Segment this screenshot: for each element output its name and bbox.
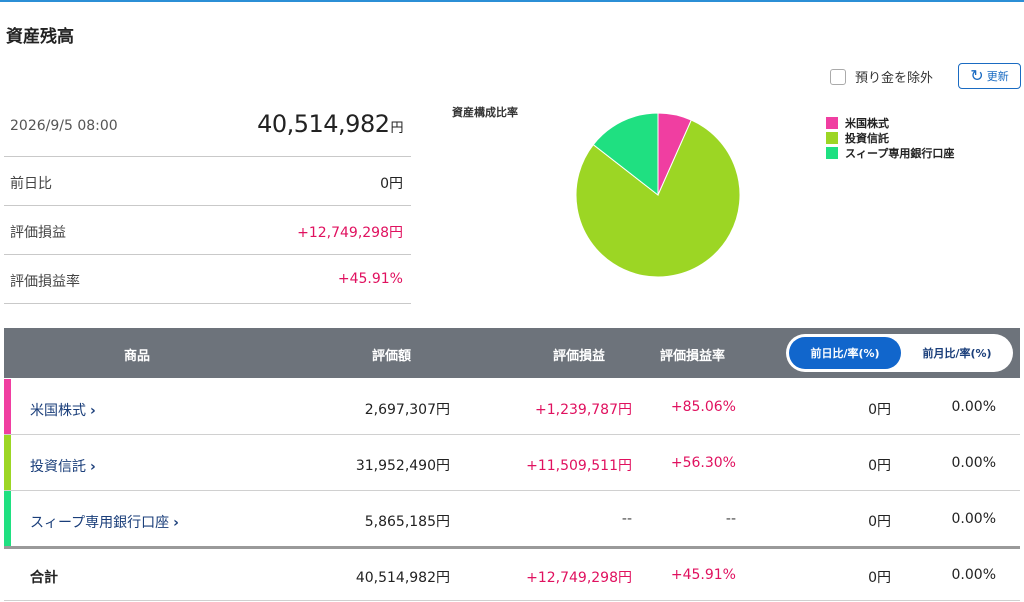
table-row: スィープ専用銀行口座 › 5,865,185円 -- -- 0円 0.00% [4,491,1020,547]
total-value-unit: 円 [390,121,403,136]
total-gain: +12,749,298円 [526,570,632,586]
day-change-value: 0円 [380,176,403,192]
row-gain: +11,509,511円 [526,458,632,474]
page-title: 資産残高 [6,27,74,47]
row-product-name: 投資信託 [30,459,86,475]
table-total-row: 合計 40,514,982円 +12,749,298円 +45.91% 0円 0… [4,549,1020,601]
toggle-day-change[interactable]: 前日比/率(%) [789,337,901,369]
row-rate: -- [725,511,736,527]
total-value: 40,514,982円 [355,570,450,586]
row-change-rate: 0.00% [951,511,996,527]
exclude-deposit-label[interactable]: 預り金を除外 [855,71,934,86]
legend-item-1: 投資信託 [826,130,954,145]
header-rate: 評価損益率 [660,349,726,364]
legend-label: 投資信託 [845,131,889,145]
legend-swatch [826,146,838,159]
header-value: 評価額 [372,349,412,364]
pie-slice-2 [592,112,659,197]
pie-chart-title: 資産構成比率 [452,106,518,119]
legend-swatch [826,116,838,129]
pie-chart-legend: 米国株式 投資信託 スィープ専用銀行口座 [826,115,954,160]
row-product-link[interactable]: 米国株式 › [30,400,96,420]
top-accent-line [0,0,1024,2]
summary-total-value: 40,514,982円 [257,110,403,138]
row-product-link[interactable]: 投資信託 › [30,456,96,476]
row-change: 0円 [868,514,891,530]
row-change-rate: 0.00% [951,399,996,415]
summary-total-row: 2026/9/5 08:00 40,514,982円 [4,96,411,157]
row-value: 5,865,185円 [364,514,450,530]
holdings-table-header: 商品 評価額 評価損益 評価損益率 前日比/率(%) 前月比/率(%) [4,328,1020,378]
row-value: 2,697,307円 [364,402,450,418]
asset-allocation-pie-chart [575,112,741,278]
header-product: 商品 [124,349,151,364]
toggle-month-change[interactable]: 前月比/率(%) [922,347,992,360]
row-gain: -- [621,511,632,527]
row-change: 0円 [868,458,891,474]
gain-rate-label: 評価損益率 [10,274,80,290]
gain-value: +12,749,298円 [297,225,403,241]
refresh-button[interactable]: ↻ 更新 [958,63,1021,89]
legend-swatch [826,131,838,144]
total-change: 0円 [868,570,891,586]
gain-rate-value: +45.91% [337,271,403,287]
summary-datetime: 2026/9/5 08:00 [10,118,118,134]
total-label: 合計 [30,570,58,586]
row-rate: +85.06% [670,399,736,415]
exclude-deposit-control[interactable]: 預り金を除外 [830,67,933,86]
refresh-label: 更新 [986,70,1009,83]
row-color-bar [4,435,11,490]
row-product-name: スィープ専用銀行口座 [30,515,170,531]
total-value-number: 40,514,982 [257,110,390,138]
row-product-name: 米国株式 [30,403,86,419]
legend-label: 米国株式 [845,116,889,130]
comparison-toggle: 前日比/率(%) 前月比/率(%) [786,334,1013,372]
gain-label: 評価損益 [10,225,66,241]
row-value: 31,952,490円 [355,458,450,474]
summary-panel: 2026/9/5 08:00 40,514,982円 前日比 0円 評価損益 +… [4,96,411,304]
summary-gain-row: 評価損益 +12,749,298円 [4,206,411,255]
chevron-right-icon: › [90,459,96,475]
row-color-bar [4,491,11,547]
legend-item-0: 米国株式 [826,115,954,130]
row-change: 0円 [868,402,891,418]
legend-item-2: スィープ専用銀行口座 [826,145,954,160]
row-product-link[interactable]: スィープ専用銀行口座 › [30,512,179,532]
chevron-right-icon: › [173,515,179,531]
summary-day-change-row: 前日比 0円 [4,157,411,206]
row-gain: +1,239,787円 [535,402,632,418]
exclude-deposit-checkbox[interactable] [830,68,846,85]
pie-slice-1 [575,119,741,278]
summary-gain-rate-row: 評価損益率 +45.91% [4,255,411,304]
refresh-icon: ↻ [970,66,984,85]
header-gain: 評価損益 [553,349,606,364]
day-change-label: 前日比 [10,176,52,192]
legend-label: スィープ専用銀行口座 [845,146,955,160]
total-separator [4,546,1020,549]
total-rate: +45.91% [670,567,736,583]
total-change-rate: 0.00% [951,567,996,583]
row-rate: +56.30% [670,455,736,471]
row-color-bar [4,379,11,434]
row-change-rate: 0.00% [951,455,996,471]
table-row: 米国株式 › 2,697,307円 +1,239,787円 +85.06% 0円 … [4,379,1020,435]
chevron-right-icon: › [90,403,96,419]
table-row: 投資信託 › 31,952,490円 +11,509,511円 +56.30% 0… [4,435,1020,491]
